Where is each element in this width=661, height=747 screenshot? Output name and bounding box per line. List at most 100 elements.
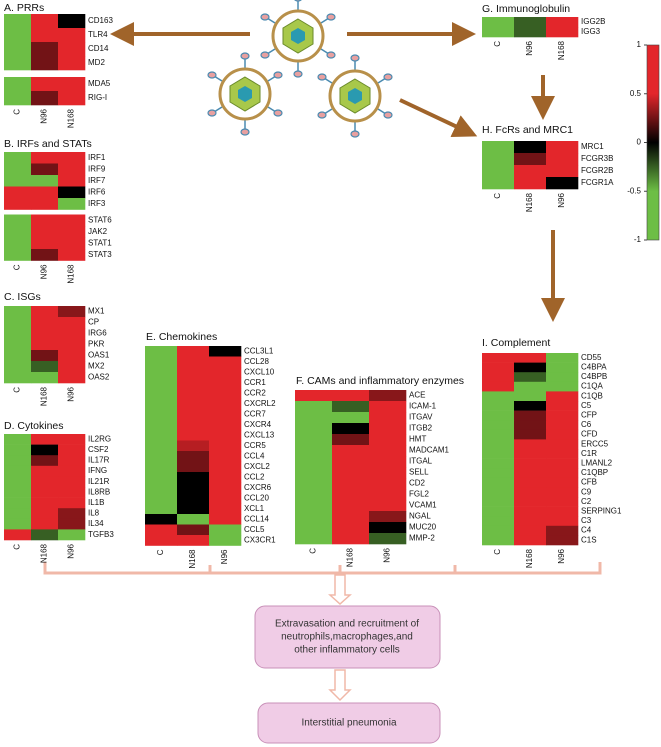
heatmap-cell	[369, 533, 407, 545]
heatmap-cell	[31, 434, 59, 445]
heatmap-cell	[58, 237, 86, 250]
flow-text: neutrophils,macrophages,and	[281, 632, 413, 643]
heatmap-cell	[145, 451, 178, 462]
heatmap-cell	[58, 14, 86, 29]
heatmap-cell	[177, 503, 210, 515]
heatmap-cell	[145, 503, 178, 515]
gene-label: C4BPA	[581, 363, 607, 372]
heatmap-cell	[514, 401, 547, 411]
heatmap-cell	[295, 423, 333, 435]
heatmap-cell	[31, 328, 59, 340]
heatmap-cell	[482, 372, 515, 383]
gene-label: CX3CR1	[244, 535, 276, 544]
heatmap-cell	[546, 381, 579, 392]
heatmap-cell	[145, 409, 178, 420]
heatmap-cell	[4, 317, 32, 329]
column-label: N168	[346, 547, 355, 567]
heatmap-cell	[482, 27, 515, 38]
heatmap-cell	[209, 430, 242, 441]
gene-label: CCR2	[244, 388, 266, 397]
gene-label: CD163	[88, 16, 113, 25]
gene-label: IL2RG	[88, 434, 111, 443]
heatmap-cell	[369, 500, 407, 512]
gene-label: LMANL2	[581, 459, 613, 468]
column-label: N168	[557, 40, 566, 60]
gene-label: ITGAL	[409, 457, 433, 466]
heatmap-cell	[369, 467, 407, 479]
heatmap-cell	[546, 420, 579, 431]
gene-label: HMT	[409, 435, 426, 444]
heatmap-cell	[4, 56, 32, 71]
heatmap-cell	[514, 17, 547, 28]
heatmap-cell	[58, 214, 86, 227]
gene-label: IL1B	[88, 498, 104, 507]
gene-label: MADCAM1	[409, 446, 450, 455]
heatmap-cell	[482, 165, 515, 178]
heatmap-cell	[514, 468, 547, 479]
heatmap-cell	[31, 372, 59, 384]
heatmap-cell	[145, 430, 178, 441]
heatmap-cell	[4, 152, 32, 164]
heatmap-cell	[58, 497, 86, 509]
gene-label: CXCRL2	[244, 399, 276, 408]
heatmap-cell	[514, 449, 547, 459]
heatmap-cell	[145, 356, 178, 368]
heatmap-cell	[31, 444, 59, 456]
gene-label: IFNG	[88, 466, 107, 475]
heatmap-cell	[4, 476, 32, 488]
heatmap-cell	[145, 524, 178, 536]
gene-label: FCGR3B	[581, 154, 613, 163]
gene-label: MRC1	[581, 142, 604, 151]
heatmap-cell	[31, 152, 59, 164]
heatmap-cell	[482, 506, 515, 517]
heatmap-cell	[369, 390, 407, 402]
heatmap-cell	[209, 398, 242, 410]
gene-label: MMP-2	[409, 534, 435, 543]
heatmap-cell	[295, 511, 333, 523]
heatmap-cell	[4, 249, 32, 261]
heatmap-cell	[58, 339, 86, 351]
heatmap-cell	[546, 449, 579, 459]
heatmap-cell	[482, 439, 515, 450]
heatmap-cell	[4, 518, 32, 530]
heatmap-cell	[145, 482, 178, 494]
flow-box	[257, 702, 441, 744]
heatmap-cell	[482, 525, 515, 536]
heatmap-cell	[209, 377, 242, 389]
heatmap-cell	[369, 522, 407, 534]
heatmap-cell	[482, 429, 515, 440]
gene-label: CFP	[581, 411, 597, 420]
gene-label: FGL2	[409, 490, 430, 499]
heatmap-cell	[4, 175, 32, 187]
gene-label: CD55	[581, 353, 602, 362]
column-label: C	[156, 549, 165, 555]
gene-label: IRF6	[88, 187, 106, 196]
heatmap-cell	[546, 353, 579, 363]
heatmap-cell	[177, 472, 210, 483]
heatmap-cell	[145, 472, 178, 483]
heatmap-cell	[482, 516, 515, 527]
heatmap-cell	[295, 522, 333, 534]
heatmap-cell	[58, 152, 86, 164]
heatmap-cell	[58, 518, 86, 530]
heatmap-cell	[31, 487, 59, 498]
gene-label: CCR1	[244, 378, 266, 387]
heatmap-cell	[58, 476, 86, 488]
heatmap-cell	[482, 381, 515, 392]
column-label: N96	[525, 40, 534, 55]
heatmap-cell	[514, 535, 547, 546]
gene-label: C9	[581, 487, 592, 496]
heatmap-cell	[4, 487, 32, 498]
heatmap-cell	[58, 444, 86, 456]
column-label: N168	[40, 543, 49, 563]
heatmap-cell	[482, 177, 515, 190]
gene-label: C1QB	[581, 391, 603, 400]
heatmap-cell	[369, 434, 407, 446]
heatmap-cell	[31, 77, 59, 92]
heatmap-cell	[546, 468, 579, 479]
heatmap-cell	[4, 226, 32, 238]
arrows	[110, 22, 565, 322]
heatmap-cell	[546, 458, 579, 469]
heatmap-cell	[514, 362, 547, 373]
